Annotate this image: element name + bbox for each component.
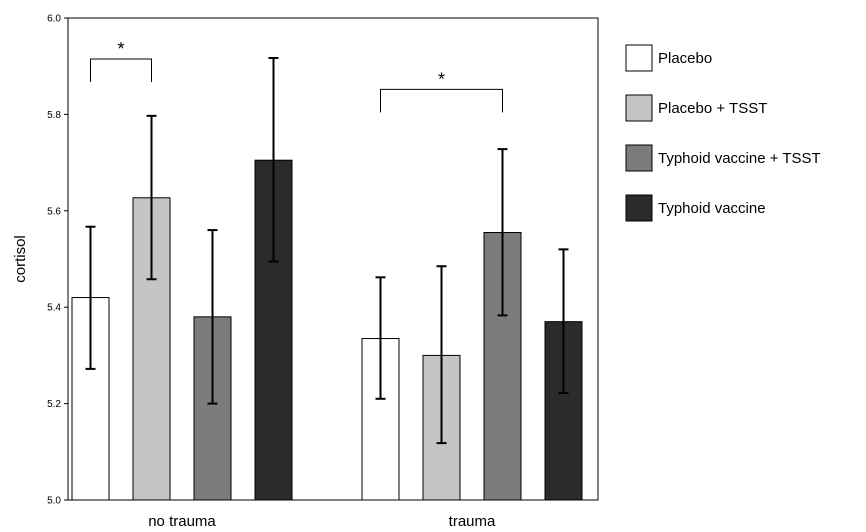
significance-star: * — [117, 39, 124, 59]
significance-bracket — [90, 58, 152, 82]
x-category-label: trauma — [449, 513, 496, 530]
legend-label: Placebo + TSST — [658, 100, 767, 117]
y-tick-label: 6.0 — [47, 14, 61, 25]
error-bar-group — [85, 57, 569, 445]
legend-swatch — [625, 144, 653, 172]
legend: Placebo Placebo + TSST Typhoid vaccine + T… — [625, 44, 821, 222]
legend-swatch — [625, 194, 653, 222]
legend-label: Placebo — [658, 50, 712, 67]
significance-star: * — [438, 69, 445, 89]
y-axis-label: cortisol — [12, 235, 29, 283]
legend-label: Typhoid vaccine + TSST — [658, 150, 821, 167]
x-category-label: no trauma — [148, 513, 216, 530]
legend-swatch — [625, 44, 653, 72]
y-axis: 5.0 5.2 5.4 5.6 5.8 6.0 — [47, 14, 68, 507]
y-tick-label: 5.2 — [47, 399, 61, 410]
legend-label: Typhoid vaccine — [658, 200, 766, 217]
y-tick-label: 5.6 — [47, 206, 61, 217]
significance-bracket — [380, 88, 503, 113]
y-tick-label: 5.4 — [47, 303, 61, 314]
x-axis-categories: no trauma trauma — [148, 513, 496, 530]
legend-swatch — [625, 94, 653, 122]
significance-bracket-group: ** — [90, 39, 503, 113]
y-tick-label: 5.0 — [47, 496, 61, 507]
y-tick-label: 5.8 — [47, 110, 61, 121]
